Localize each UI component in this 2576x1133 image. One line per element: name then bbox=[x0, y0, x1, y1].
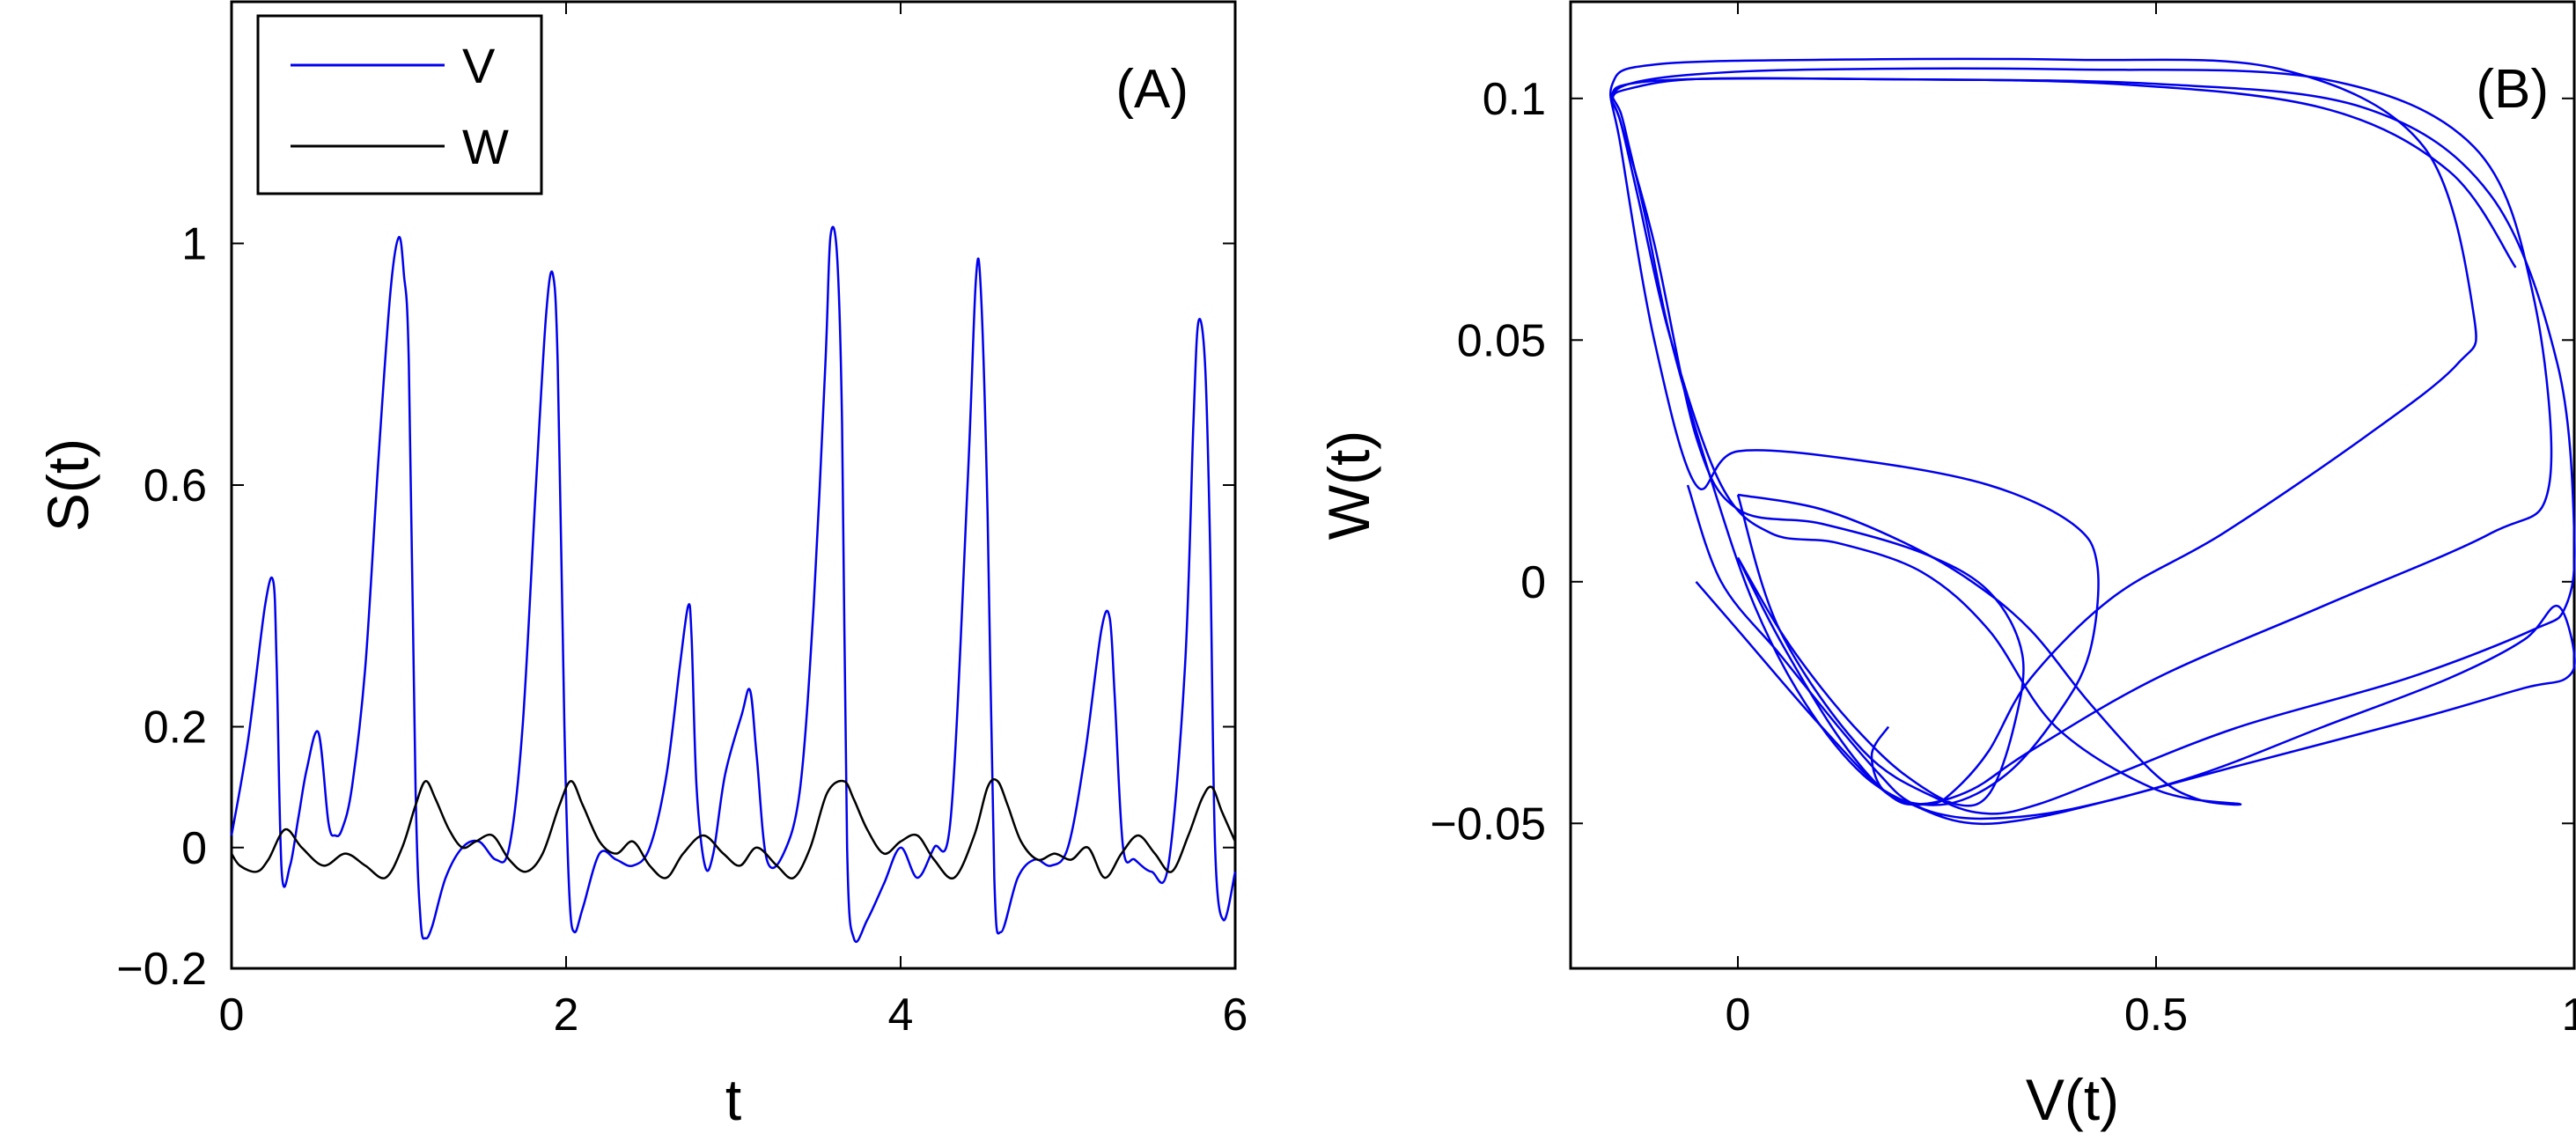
panel-a-xlabel: t bbox=[725, 1067, 741, 1132]
y-tick-label: −0.2 bbox=[116, 944, 207, 995]
panel-b-ylabel: W(t) bbox=[1316, 430, 1381, 541]
x-tick-label: 6 bbox=[1223, 990, 1248, 1041]
y-tick-label: 0.05 bbox=[1457, 315, 1546, 366]
panel-b-xlabel: V(t) bbox=[2026, 1067, 2119, 1132]
panel-a-ticks bbox=[231, 2, 1236, 969]
series-line-w bbox=[230, 777, 1237, 880]
panel-a-tick-labels: 0 2 4 6−0.200.20.61 bbox=[116, 219, 1248, 1041]
x-tick-label: 1 bbox=[2562, 990, 2576, 1041]
y-tick-label: 0 bbox=[1520, 557, 1546, 608]
panel-a-lines bbox=[230, 225, 1237, 943]
phase-orbit-1 bbox=[1608, 57, 2477, 806]
y-tick-label: 1 bbox=[181, 219, 207, 270]
series-line-v bbox=[230, 225, 1237, 943]
panel-b: 0 0.5 1 −0.05 0 0.05 0.1 V(t) W(t) (B) bbox=[1316, 0, 2576, 1132]
panel-b-axes-frame bbox=[1569, 0, 2576, 970]
x-tick-label: 0 bbox=[219, 990, 245, 1041]
y-tick-label: 0.2 bbox=[144, 703, 207, 754]
x-tick-label: 2 bbox=[554, 990, 579, 1041]
y-tick-label: −0.05 bbox=[1430, 798, 1546, 850]
phase-orbit-3 bbox=[1611, 77, 2576, 815]
phase-orbit-4 bbox=[1611, 77, 2576, 826]
y-tick-label: 0.6 bbox=[144, 460, 207, 511]
legend-w-label: W bbox=[462, 119, 509, 174]
panel-b-tick-labels: 0 0.5 1 −0.05 0 0.05 0.1 bbox=[1430, 74, 2576, 1041]
panel-a-label: (A) bbox=[1115, 59, 1189, 120]
panel-a-ylabel: S(t) bbox=[35, 438, 100, 532]
panel-b-label: (B) bbox=[2476, 59, 2549, 120]
y-tick-label: 0 bbox=[181, 823, 207, 874]
x-tick-label: 0 bbox=[1726, 990, 1751, 1041]
x-tick-label: 0.5 bbox=[2124, 990, 2188, 1041]
panel-b-lines bbox=[1608, 57, 2576, 826]
legend: V W bbox=[256, 14, 543, 195]
legend-v-label: V bbox=[462, 38, 496, 93]
x-tick-label: 4 bbox=[888, 990, 914, 1041]
legend-box bbox=[256, 14, 543, 195]
panel-a: 0 2 4 6−0.200.20.61 t S(t) (A) V W bbox=[35, 0, 1248, 1132]
y-tick-label: 0.1 bbox=[1483, 74, 1546, 125]
